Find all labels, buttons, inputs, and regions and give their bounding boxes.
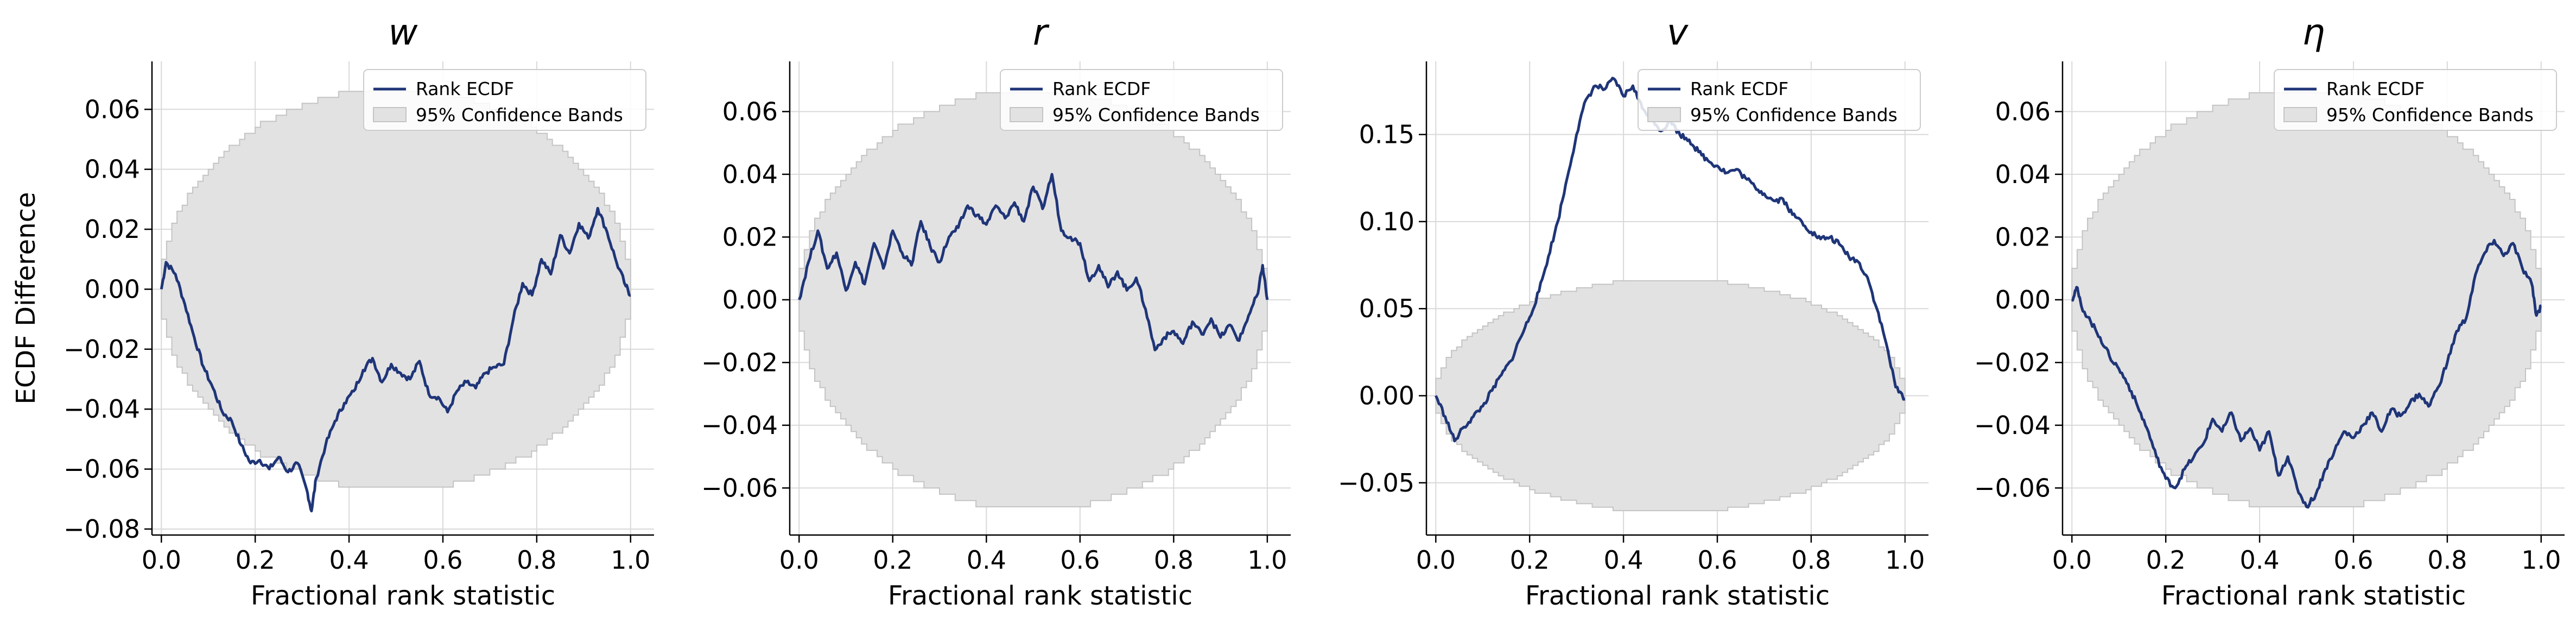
x-tick-label: 1.0 xyxy=(1885,545,1925,575)
x-axis-label: Fractional rank statistic xyxy=(1525,581,1830,611)
confidence-band xyxy=(798,92,1268,507)
x-tick-label: 0.4 xyxy=(1604,545,1644,575)
y-tick-label: 0.02 xyxy=(722,222,778,251)
series-line-rank-ecdf xyxy=(798,173,1269,351)
x-axis-label: Fractional rank statistic xyxy=(251,581,555,611)
x-tick-label: 1.0 xyxy=(1247,545,1287,575)
panel-2: 0.0 0.2 0.4 0.6 0.8 1.0 −0.06 −0.04 −0.02 0.00 0.0… xyxy=(701,11,1291,611)
x-tick-label: 0.0 xyxy=(2052,545,2092,575)
y-tick-label: −0.08 xyxy=(64,514,140,544)
x-tick-label: 0.0 xyxy=(779,545,819,575)
y-tick-label: 0.04 xyxy=(1995,160,2051,189)
y-tick-label: −0.02 xyxy=(701,348,778,377)
legend-label-confidence-bands: 95% Confidence Bands xyxy=(2326,104,2534,125)
y-tick-label: 0.00 xyxy=(1995,285,2051,314)
x-tick-label: 0.8 xyxy=(517,545,556,575)
y-tick-label: 0.00 xyxy=(722,285,778,314)
y-tick-label: 0.04 xyxy=(722,160,778,189)
y-tick-label: −0.02 xyxy=(1974,348,2051,377)
legend-label-confidence-bands: 95% Confidence Bands xyxy=(416,104,623,125)
x-tick-label: 0.6 xyxy=(1060,545,1100,575)
y-tick-label: 0.04 xyxy=(85,155,140,184)
y-tick-label: 0.06 xyxy=(722,97,778,126)
x-tick-label: 1.0 xyxy=(2521,545,2561,575)
legend-band-swatch xyxy=(373,107,407,122)
y-tick-label: 0.02 xyxy=(85,215,140,244)
x-tick-label: 0.0 xyxy=(142,545,181,575)
panel-1: 0.0 0.2 0.4 0.6 0.8 1.0 −0.08 −0.06 −0.04 −0.02 0.… xyxy=(11,11,654,611)
y-tick-label: 0.02 xyxy=(1995,222,2051,251)
x-tick-label: 0.6 xyxy=(423,545,462,575)
x-tick-label: 0.0 xyxy=(1416,545,1456,575)
legend-label-rank-ecdf: Rank ECDF xyxy=(2326,78,2425,99)
x-tick-label: 0.4 xyxy=(967,545,1006,575)
x-tick-label: 0.6 xyxy=(1697,545,1737,575)
legend-band-swatch xyxy=(1647,107,1681,122)
y-tick-label: 0.05 xyxy=(1359,294,1414,323)
x-tick-label: 0.2 xyxy=(2146,545,2186,575)
panel-title: r xyxy=(1033,11,1050,53)
y-tick-label: 0.15 xyxy=(1359,120,1414,149)
legend-label-rank-ecdf: Rank ECDF xyxy=(416,78,514,99)
legend-label-rank-ecdf: Rank ECDF xyxy=(1690,78,1788,99)
y-tick-label: −0.04 xyxy=(64,394,140,424)
y-tick-label: 0.06 xyxy=(85,95,140,124)
x-tick-label: 0.2 xyxy=(236,545,275,575)
panel-title: v xyxy=(1667,11,1689,53)
x-tick-label: 0.8 xyxy=(2427,545,2467,575)
x-tick-label: 0.2 xyxy=(1510,545,1550,575)
x-tick-label: 0.4 xyxy=(329,545,369,575)
panel-title: w xyxy=(389,11,418,53)
legend-box xyxy=(2274,69,2557,131)
x-tick-label: 1.0 xyxy=(611,545,650,575)
x-tick-label: 0.2 xyxy=(873,545,912,575)
legend-label-rank-ecdf: Rank ECDF xyxy=(1052,78,1151,99)
confidence-band xyxy=(2071,92,2542,507)
y-tick-label: 0.06 xyxy=(1995,97,2051,126)
y-tick-label: −0.06 xyxy=(1974,473,2051,502)
x-axis-label: Fractional rank statistic xyxy=(888,581,1192,611)
panel-title: η xyxy=(2302,11,2325,53)
y-tick-label: −0.04 xyxy=(701,411,778,440)
y-tick-label: −0.06 xyxy=(64,455,140,484)
x-axis-label: Fractional rank statistic xyxy=(2161,581,2466,611)
series-line-rank-ecdf xyxy=(2071,238,2542,509)
y-tick-label: 0.00 xyxy=(1359,381,1414,411)
y-tick-label: 0.00 xyxy=(85,274,140,304)
legend-label-confidence-bands: 95% Confidence Bands xyxy=(1690,104,1898,125)
panel-3: 0.0 0.2 0.4 0.6 0.8 1.0 −0.05 0.00 0.05 0.10 0.15 F… xyxy=(1338,11,1928,611)
legend-label-confidence-bands: 95% Confidence Bands xyxy=(1052,104,1260,125)
legend-box xyxy=(363,69,646,131)
y-tick-label: −0.05 xyxy=(1338,468,1414,498)
y-tick-label: −0.06 xyxy=(701,473,778,502)
x-tick-label: 0.8 xyxy=(1791,545,1831,575)
x-tick-label: 0.8 xyxy=(1154,545,1194,575)
x-tick-label: 0.4 xyxy=(2240,545,2280,575)
legend-band-swatch xyxy=(1010,107,1043,122)
confidence-band xyxy=(161,91,631,488)
legend-box xyxy=(1000,69,1283,131)
x-tick-label: 0.6 xyxy=(2333,545,2373,575)
legend-band-swatch xyxy=(2283,107,2317,122)
y-tick-label: −0.04 xyxy=(1974,411,2051,440)
panel-4: 0.0 0.2 0.4 0.6 0.8 1.0 −0.06 −0.04 −0.02 0.00 0.0… xyxy=(1974,11,2565,611)
series-line-rank-ecdf xyxy=(160,206,631,513)
confidence-band xyxy=(1435,280,1906,512)
y-axis-label: ECDF Difference xyxy=(11,192,41,404)
y-tick-label: 0.10 xyxy=(1359,207,1414,236)
legend-box xyxy=(1638,69,1921,131)
y-tick-label: −0.02 xyxy=(64,335,140,364)
